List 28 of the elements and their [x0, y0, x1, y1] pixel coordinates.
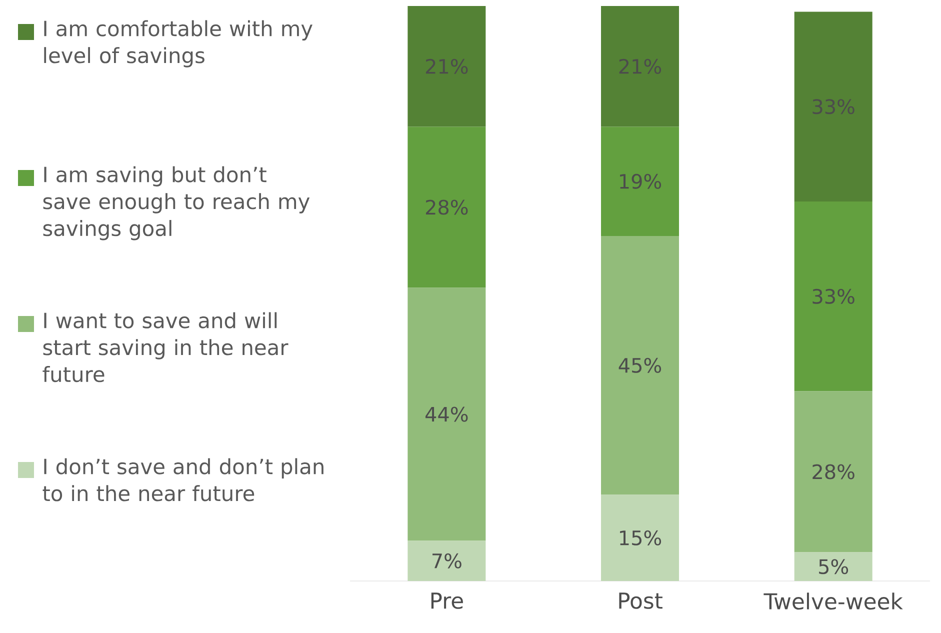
data-label: 5%: [819, 559, 848, 574]
bar: [794, 552, 872, 581]
legend-label: I am comfortable with my level of savings: [44, 20, 312, 68]
data-label: 7%: [432, 553, 462, 568]
legend-label: I am saving but don’t save enough to reach my savings goal: [43, 166, 310, 240]
bar: [601, 126, 680, 236]
data-label: 44%: [426, 406, 468, 422]
bar: [408, 6, 486, 127]
bar: [408, 540, 486, 581]
data-label: 15%: [620, 530, 662, 546]
bar: [601, 494, 680, 581]
data-label: 28%: [812, 464, 854, 480]
bar: [408, 288, 486, 541]
legend-label: I don’t save and don’t plan to in the near future: [42, 458, 324, 502]
data-label: 45%: [618, 358, 662, 373]
x-tick-label: Twelve-week: [764, 592, 903, 610]
data-label: 33%: [812, 288, 854, 304]
bar: [794, 391, 872, 552]
bar: [794, 12, 872, 202]
x-tick-label: Post: [619, 592, 662, 609]
x-tick-label: Pre: [431, 592, 463, 609]
legend-label: I want to save and will start saving in the near future: [42, 312, 288, 382]
bar: [794, 201, 872, 392]
data-label: 19%: [620, 174, 662, 189]
data-label: 28%: [426, 200, 468, 215]
bar: [601, 6, 680, 127]
bar: [601, 236, 680, 495]
bar: [408, 126, 486, 288]
